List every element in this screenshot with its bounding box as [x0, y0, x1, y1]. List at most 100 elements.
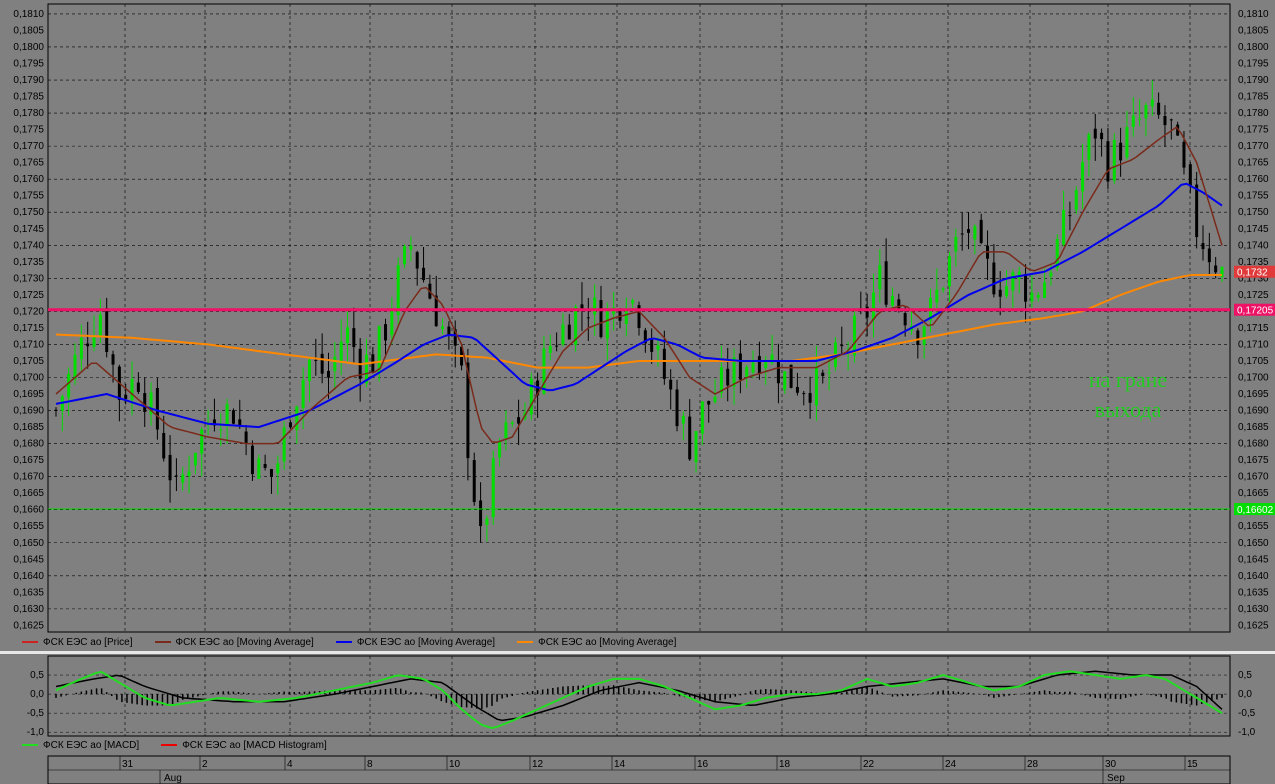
legend-item: ФСК ЕЭС ао [Price]	[22, 637, 133, 648]
y-tick-label-right: 0,1705	[1238, 356, 1269, 367]
candle-body	[757, 356, 761, 375]
y-tick-label-left: 0,1690	[13, 406, 44, 417]
y-tick-label-right: 0,1690	[1238, 406, 1269, 417]
y-tick-label-right: 0,1680	[1238, 439, 1269, 450]
y-tick-label-right: 0,1805	[1238, 25, 1269, 36]
panel-divider[interactable]	[0, 651, 1275, 654]
candle-body	[967, 229, 971, 233]
candle-body	[1074, 190, 1078, 210]
resistance-tag: 0,17205	[1237, 306, 1274, 317]
candle-body	[802, 393, 806, 395]
y-tick-label-left: 0,1715	[13, 323, 44, 334]
candle-body	[339, 341, 343, 363]
y-tick-label-right: 0,1670	[1238, 472, 1269, 483]
legend-label: ФСК ЕЭС ао [MACD]	[43, 740, 140, 751]
candle-body	[504, 422, 508, 439]
y-tick-label-right: 0,1745	[1238, 224, 1269, 235]
candle-body	[390, 310, 394, 336]
candle-body	[67, 373, 71, 398]
y-tick-label-left: 0,1680	[13, 439, 44, 450]
candle-body	[1125, 127, 1129, 158]
candle-body	[1081, 162, 1085, 192]
candle-body	[320, 353, 324, 374]
candle-body	[1119, 142, 1123, 161]
x-day-label: 22	[863, 759, 875, 770]
y-tick-label-right: 0,1730	[1238, 273, 1269, 284]
candle-body	[643, 330, 647, 344]
legend-label: ФСК ЕЭС ао [Moving Average]	[538, 637, 677, 648]
y-tick-label-right: 0,1630	[1238, 604, 1269, 615]
legend-item: ФСК ЕЭС ао [Moving Average]	[517, 637, 676, 648]
candle-body	[738, 353, 742, 380]
y-tick-label-left: 0,1810	[13, 9, 44, 20]
y-tick-label-right: 0,1740	[1238, 240, 1269, 251]
candle-body	[517, 417, 521, 424]
legend-item: ФСК ЕЭС ао [MACD Histogram]	[161, 740, 327, 751]
candle-body	[960, 233, 964, 235]
candle-body	[1049, 272, 1053, 277]
y-tick-label-right: 0,1775	[1238, 125, 1269, 136]
y-tick-label-right: 0,1790	[1238, 75, 1269, 86]
legend-swatch	[154, 641, 171, 644]
macd-legend: ФСК ЕЭС ао [MACD] ФСК ЕЭС ао [MACD Histog…	[22, 740, 349, 751]
candle-body	[250, 445, 254, 475]
legend-swatch	[161, 744, 178, 747]
candle-body	[92, 337, 96, 348]
candle-body	[624, 309, 628, 324]
candle-body	[1220, 266, 1224, 278]
candle-body	[301, 379, 305, 409]
candle-body	[840, 345, 844, 347]
candle-body	[669, 379, 673, 390]
candle-body	[73, 354, 77, 380]
legend-item: ФСК ЕЭС ао [Moving Average]	[154, 637, 314, 648]
candle-body	[878, 265, 882, 290]
x-day-label: 4	[287, 759, 293, 770]
candle-body	[1005, 286, 1009, 297]
y-tick-label-left: 0,1750	[13, 207, 44, 218]
y-tick-label-right: 0,1810	[1238, 9, 1269, 20]
legend-label: ФСК ЕЭС ао [Moving Average]	[356, 637, 496, 648]
candle-body	[567, 324, 571, 340]
candle-body	[1150, 99, 1154, 107]
candle-body	[662, 348, 666, 379]
candle-body	[485, 518, 489, 525]
x-day-label: 8	[367, 759, 373, 770]
candle-body	[415, 252, 419, 269]
y-tick-label-left: 0,1650	[13, 538, 44, 549]
y-tick-label-left: 0,1765	[13, 158, 44, 169]
candle-body	[1087, 134, 1091, 160]
y-tick-label-left: 0,1800	[13, 42, 44, 53]
candle-body	[200, 429, 204, 454]
y-tick-label-right: 0,1645	[1238, 554, 1269, 565]
x-day-label: 1	[1187, 759, 1193, 770]
candle-body	[79, 337, 83, 360]
y-tick-label-left: 0,1695	[13, 389, 44, 400]
y-tick-label-left: 0,1790	[13, 75, 44, 86]
macd-y-tick-left: 0,0	[30, 689, 44, 700]
candle-body	[764, 361, 768, 369]
candle-body	[1036, 294, 1040, 298]
candle-body	[941, 288, 945, 290]
legend-label: ФСК ЕЭС ао [Price]	[43, 637, 133, 648]
candle-body	[681, 415, 685, 424]
candle-body	[808, 393, 812, 403]
candle-body	[890, 296, 894, 306]
candle-body	[352, 328, 356, 348]
legend-label: ФСК ЕЭС ао [MACD Histogram]	[182, 740, 327, 751]
candle-body	[783, 371, 787, 390]
y-tick-label-left: 0,1720	[13, 306, 44, 317]
y-tick-label-left: 0,1760	[13, 174, 44, 185]
candle-body	[98, 314, 102, 337]
y-tick-label-right: 0,1625	[1238, 620, 1269, 631]
candle-body	[162, 432, 166, 459]
y-tick-label-left: 0,1730	[13, 273, 44, 284]
candle-body	[732, 357, 736, 387]
candle-body	[650, 339, 654, 352]
y-tick-label-left: 0,1685	[13, 422, 44, 433]
y-tick-label-left: 0,1635	[13, 587, 44, 598]
candle-body	[1163, 116, 1167, 126]
candle-body	[688, 416, 692, 460]
candle-body	[1195, 184, 1199, 238]
ma-fast-line	[55, 126, 1223, 445]
candle-body	[776, 361, 780, 384]
